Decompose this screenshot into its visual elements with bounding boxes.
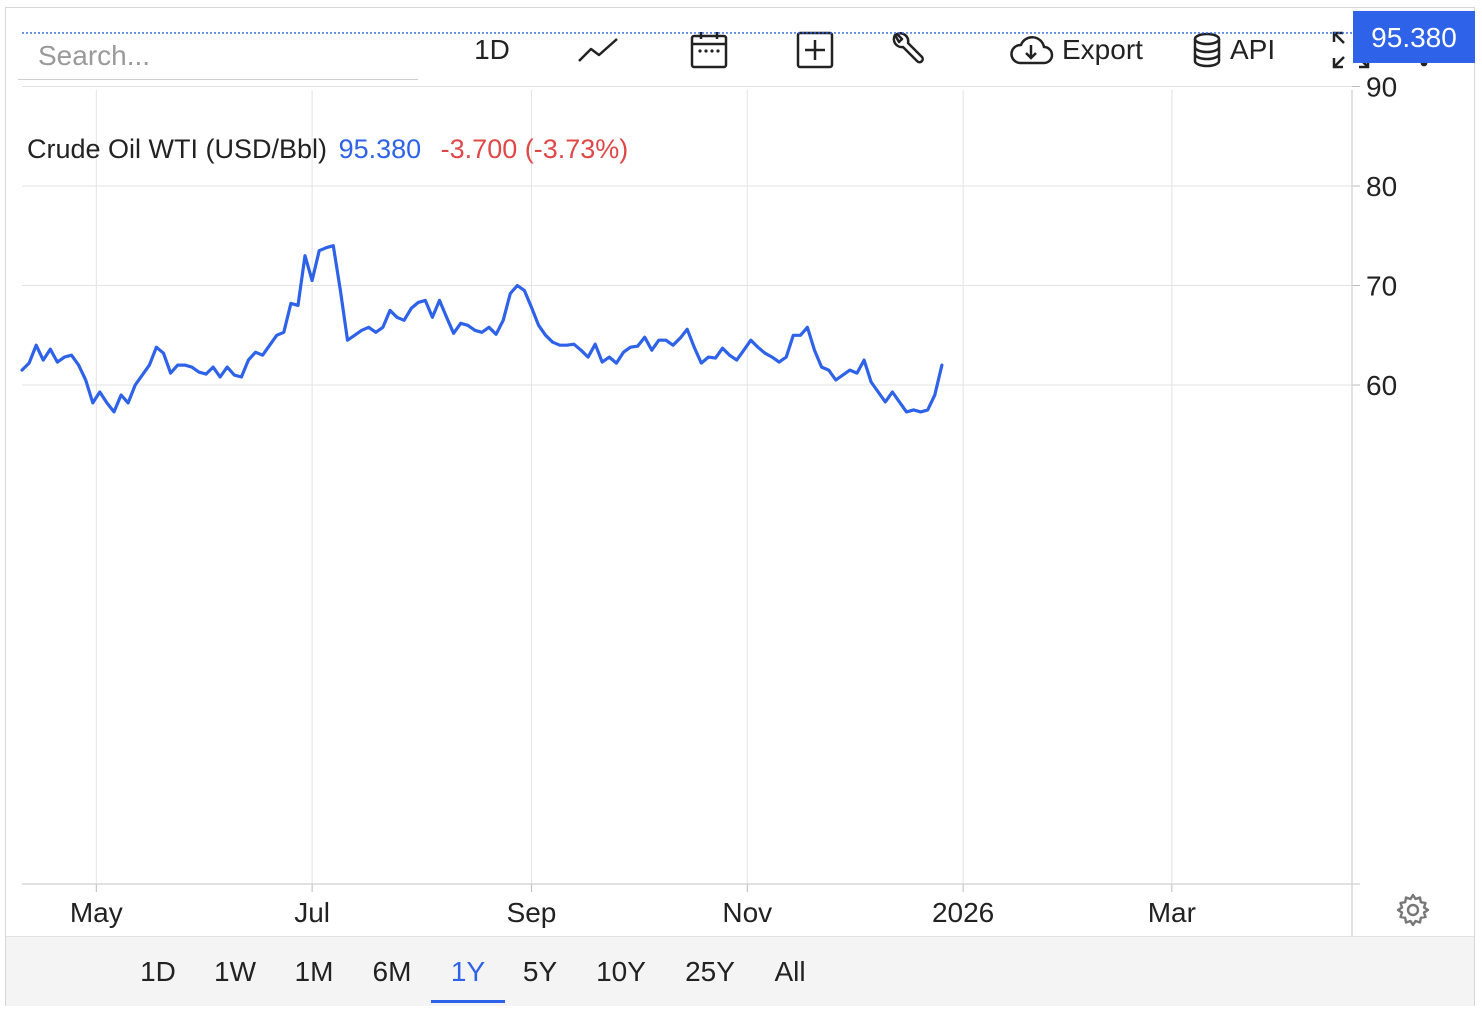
x-tick-label: 2026 xyxy=(932,897,994,928)
wrench-icon xyxy=(892,32,924,64)
chart-type-button[interactable] xyxy=(572,26,624,74)
calendar-icon xyxy=(690,32,728,69)
range-button-1y[interactable]: 1Y xyxy=(431,956,505,1003)
range-button-25y[interactable]: 25Y xyxy=(685,956,735,987)
range-button-all[interactable]: All xyxy=(774,956,806,987)
last-value-badge xyxy=(1353,10,1475,63)
export-button[interactable]: Export xyxy=(1008,26,1154,74)
search-input[interactable] xyxy=(18,32,418,80)
range-button-1d[interactable]: 1D xyxy=(140,956,176,987)
x-tick-label: Nov xyxy=(722,897,772,928)
y-tick-label: 70 xyxy=(1366,271,1397,302)
y-tick-label: 80 xyxy=(1366,171,1397,202)
settings-tools-button[interactable] xyxy=(882,26,932,74)
y-tick-label: 90 xyxy=(1366,72,1397,103)
range-button-1w[interactable]: 1W xyxy=(214,956,256,987)
last-value-label: 95.380 xyxy=(1371,22,1457,53)
interval-button[interactable]: 1D xyxy=(462,26,522,74)
gear-icon[interactable] xyxy=(1395,892,1431,928)
x-tick-label: Mar xyxy=(1148,897,1196,928)
range-button-6m[interactable]: 6M xyxy=(372,956,412,987)
instrument-name: Crude Oil WTI (USD/Bbl) xyxy=(27,134,328,164)
cloud-download-icon xyxy=(1010,36,1054,65)
chart-widget xyxy=(5,7,1475,1006)
last-price: 95.380 xyxy=(338,134,422,164)
range-button-10y[interactable]: 10Y xyxy=(596,956,646,987)
api-button[interactable]: API xyxy=(1192,26,1288,74)
x-tick-label: May xyxy=(70,897,123,928)
price-change: -3.700 (-3.73%) xyxy=(440,134,629,164)
line-chart-icon xyxy=(578,38,618,62)
interval-label: 1D xyxy=(474,34,510,65)
y-tick-label: 100 xyxy=(1366,0,1413,3)
calendar-button[interactable] xyxy=(684,26,734,74)
range-button-5y[interactable]: 5Y xyxy=(522,956,558,987)
x-tick-label: Jul xyxy=(294,897,330,928)
series-line xyxy=(20,244,944,414)
y-tick-label: 60 xyxy=(1366,370,1397,401)
range-button-1m[interactable]: 1M xyxy=(294,956,334,987)
chart-legend: Crude Oil WTI (USD/Bbl) 95.380 -3.700 (-… xyxy=(27,134,628,165)
export-label: Export xyxy=(1062,34,1143,65)
database-icon xyxy=(1193,32,1221,68)
api-label: API xyxy=(1230,34,1276,65)
range-selector-bar xyxy=(6,936,1474,1006)
x-tick-label: Sep xyxy=(507,897,557,928)
